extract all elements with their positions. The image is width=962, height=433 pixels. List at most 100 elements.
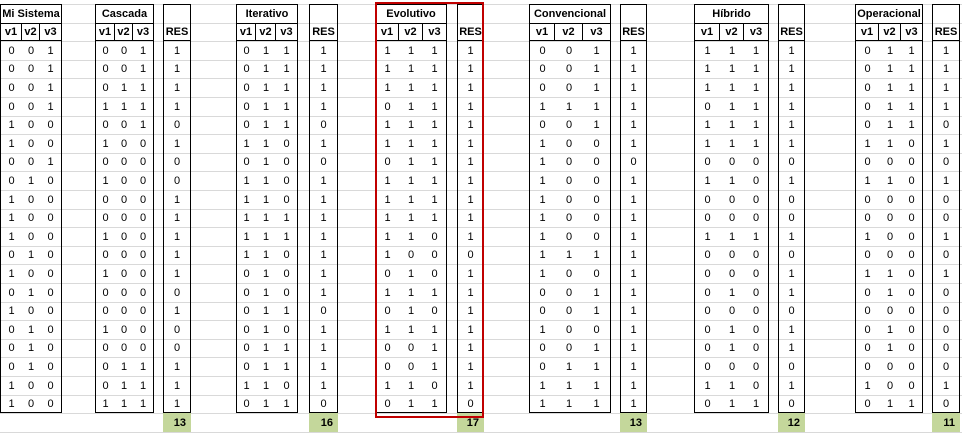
value-cell[interactable]: 1	[262, 81, 270, 94]
value-cell[interactable]: 1	[728, 230, 736, 243]
res-cell[interactable]: 1	[309, 376, 338, 395]
value-cell[interactable]: 0	[40, 339, 62, 357]
res-total[interactable]: 16	[309, 413, 338, 432]
res-cell[interactable]: 1	[620, 97, 647, 116]
value-cell[interactable]: 1	[95, 171, 115, 190]
res-cell[interactable]: 1	[309, 246, 338, 264]
res-cell[interactable]: 1	[778, 264, 805, 283]
res-cell[interactable]: 1	[778, 116, 805, 134]
value-cell[interactable]: 0	[583, 153, 611, 171]
value-cell[interactable]: 1	[375, 41, 399, 60]
res-cell[interactable]: 0	[163, 283, 191, 302]
value-cell[interactable]: 0	[95, 116, 115, 134]
value-cell[interactable]: 1	[262, 137, 270, 150]
value-cell[interactable]: 1	[720, 395, 744, 413]
value-cell[interactable]: 0	[901, 134, 923, 153]
value-cell[interactable]: 0	[120, 267, 128, 280]
res-header[interactable]: RES	[778, 23, 805, 41]
value-cell[interactable]: 0	[22, 395, 40, 413]
res-cell[interactable]: 1	[163, 264, 191, 283]
value-cell[interactable]: 1	[0, 209, 22, 227]
value-cell[interactable]: 0	[407, 342, 415, 354]
res-cell[interactable]: 0	[778, 246, 805, 264]
value-cell[interactable]: 0	[133, 153, 154, 171]
value-cell[interactable]: 1	[276, 209, 298, 227]
res-cell[interactable]: 1	[778, 376, 805, 395]
value-cell[interactable]: 0	[744, 153, 769, 171]
value-cell[interactable]: 1	[901, 60, 923, 78]
value-cell[interactable]: 1	[262, 267, 270, 280]
value-cell[interactable]: 1	[423, 60, 447, 78]
res-cell[interactable]: 1	[457, 302, 484, 320]
res-cell[interactable]: 1	[932, 376, 960, 395]
value-cell[interactable]: 1	[529, 134, 555, 153]
res-cell[interactable]: 0	[457, 246, 484, 264]
value-cell[interactable]: 1	[728, 100, 736, 113]
value-cell[interactable]: 1	[901, 97, 923, 116]
res-cell[interactable]: 1	[778, 97, 805, 116]
value-cell[interactable]: 1	[529, 227, 555, 246]
res-cell[interactable]: 1	[309, 283, 338, 302]
value-cell[interactable]: 0	[0, 283, 22, 302]
value-cell[interactable]: 1	[120, 360, 128, 373]
value-cell[interactable]: 0	[565, 63, 573, 75]
value-cell[interactable]: 1	[423, 339, 447, 357]
value-cell[interactable]: 0	[744, 171, 769, 190]
value-cell[interactable]: 0	[120, 63, 128, 75]
value-cell[interactable]: 1	[583, 60, 611, 78]
value-cell[interactable]: 0	[694, 209, 720, 227]
res-cell[interactable]: 0	[620, 153, 647, 171]
value-cell[interactable]: 0	[276, 153, 298, 171]
res-header[interactable]: RES	[620, 23, 647, 41]
value-cell[interactable]: 0	[95, 153, 115, 171]
value-cell[interactable]: 1	[901, 78, 923, 97]
value-cell[interactable]: 0	[120, 230, 128, 243]
value-cell[interactable]: 0	[27, 100, 35, 113]
value-cell[interactable]: 0	[694, 395, 720, 413]
value-cell[interactable]: 1	[27, 323, 35, 336]
value-cell[interactable]: 0	[236, 41, 256, 60]
value-cell[interactable]: 0	[565, 156, 573, 168]
res-cell[interactable]: 1	[620, 171, 647, 190]
value-cell[interactable]: 1	[583, 395, 611, 413]
res-cell[interactable]: 1	[457, 41, 484, 60]
value-cell[interactable]: 1	[529, 264, 555, 283]
value-cell[interactable]: 1	[407, 286, 415, 299]
value-cell[interactable]: 1	[855, 171, 879, 190]
value-cell[interactable]: 0	[694, 357, 720, 376]
value-cell[interactable]: 0	[375, 153, 399, 171]
res-cell[interactable]: 1	[309, 357, 338, 376]
res-cell[interactable]: 1	[620, 190, 647, 209]
value-cell[interactable]: 1	[262, 193, 270, 206]
value-cell[interactable]: 0	[855, 395, 879, 413]
value-cell[interactable]: 0	[855, 283, 879, 302]
value-cell[interactable]: 0	[423, 227, 447, 246]
value-cell[interactable]: 1	[529, 97, 555, 116]
res-cell[interactable]: 0	[932, 320, 960, 339]
res-cell[interactable]: 1	[309, 209, 338, 227]
value-cell[interactable]: 1	[694, 134, 720, 153]
value-cell[interactable]: 0	[120, 249, 128, 261]
value-cell[interactable]: 0	[529, 60, 555, 78]
value-cell[interactable]: 0	[133, 134, 154, 153]
value-cell[interactable]: 0	[236, 302, 256, 320]
value-cell[interactable]: 1	[744, 134, 769, 153]
value-cell[interactable]: 1	[583, 302, 611, 320]
value-cell[interactable]: 0	[375, 264, 399, 283]
value-cell[interactable]: 0	[27, 63, 35, 75]
value-cell[interactable]: 0	[855, 320, 879, 339]
value-cell[interactable]: 0	[27, 119, 35, 131]
value-cell[interactable]: 0	[728, 249, 736, 261]
res-cell[interactable]: 0	[932, 246, 960, 264]
value-cell[interactable]: 0	[529, 339, 555, 357]
value-cell[interactable]: 0	[133, 246, 154, 264]
res-cell[interactable]: 1	[457, 190, 484, 209]
value-cell[interactable]: 1	[423, 78, 447, 97]
value-cell[interactable]: 0	[40, 246, 62, 264]
value-cell[interactable]: 1	[423, 209, 447, 227]
value-cell[interactable]: 1	[583, 246, 611, 264]
value-cell[interactable]: 1	[236, 171, 256, 190]
value-cell[interactable]: 0	[694, 302, 720, 320]
value-cell[interactable]: 1	[565, 100, 573, 113]
value-cell[interactable]: 1	[423, 97, 447, 116]
